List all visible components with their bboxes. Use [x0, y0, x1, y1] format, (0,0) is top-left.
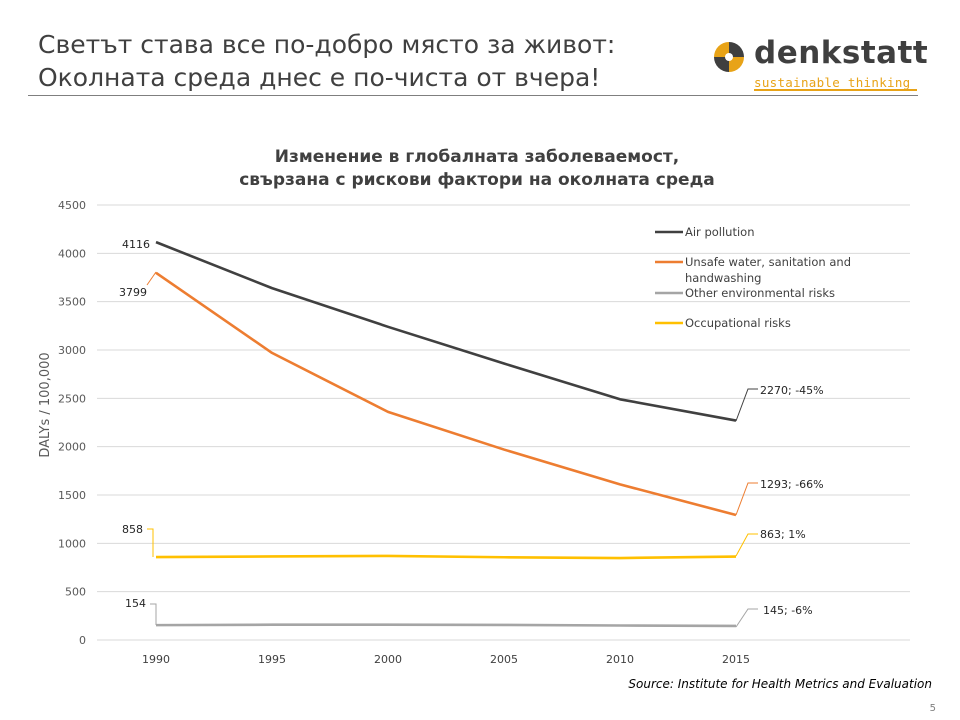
- end-label-other: 145; -6%: [763, 604, 813, 617]
- logo-underline: [754, 89, 917, 91]
- chart-labels: 0 500 1000 1500 2000 2500 3000 3500 4000 4500 1990…: [58, 199, 824, 666]
- end-label-water: 1293; -66%: [760, 478, 824, 491]
- x-tick-label-2005: 2005: [490, 653, 518, 666]
- x-tick-label-2010: 2010: [606, 653, 634, 666]
- end-leader-air: [735, 388, 758, 422]
- y-tick-label-3500: 3500: [58, 296, 86, 309]
- slide-title-line-1: Светът става все по-добро място за живот…: [38, 30, 616, 59]
- y-tick-label-2000: 2000: [58, 441, 86, 454]
- start-label-water: 3799: [119, 286, 147, 299]
- series-line-water: [155, 271, 737, 517]
- end-leader-other: [735, 608, 758, 628]
- x-tick-label-1990: 1990: [142, 653, 170, 666]
- denkstatt-logo-icon: [714, 42, 744, 72]
- start-leader-occupational: [147, 528, 154, 557]
- page-number: 5: [929, 703, 936, 714]
- y-tick-label-1000: 1000: [58, 537, 86, 550]
- y-tick-label-4000: 4000: [58, 247, 86, 260]
- y-tick-label-3000: 3000: [58, 344, 86, 357]
- slide-title: Светът става все по-добро място за живот…: [38, 28, 678, 94]
- chart-gridlines: [97, 204, 910, 641]
- title-divider: [28, 95, 918, 96]
- x-tick-label-2015: 2015: [722, 653, 750, 666]
- y-tick-label-4500: 4500: [58, 199, 86, 212]
- start-label-occupational: 858: [122, 523, 143, 536]
- denkstatt-logo: denkstatt sustainable thinking: [712, 35, 929, 94]
- legend-label-occupational: Occupational risks: [685, 316, 791, 330]
- legend-label-water: Unsafe water, sanitation and handwashing: [685, 255, 851, 285]
- start-leader-water: [146, 271, 157, 286]
- slide-title-line-2: Околната среда днес е по-чиста от вчера!: [38, 63, 601, 92]
- y-tick-label-500: 500: [65, 586, 86, 599]
- start-label-other: 154: [125, 597, 146, 610]
- logo-name: denkstatt: [754, 35, 929, 71]
- end-label-occupational: 863; 1%: [760, 528, 806, 541]
- chart-series: [155, 240, 737, 628]
- chart-title-line-2: свързана с рискови фактори на околната с…: [239, 170, 715, 190]
- legend-label-other: Other environmental risks: [685, 286, 835, 300]
- x-tick-label-2000: 2000: [374, 653, 402, 666]
- end-leader-water: [735, 482, 758, 516]
- source-note: Source: Institute for Health Metrics and…: [628, 677, 932, 691]
- series-line-air: [155, 240, 737, 422]
- y-axis-label: DALYs / 100,000: [38, 352, 53, 457]
- y-tick-label-1500: 1500: [58, 489, 86, 502]
- end-leader-occupational: [735, 533, 758, 557]
- start-label-air: 4116: [122, 238, 150, 251]
- y-tick-label-0: 0: [79, 634, 86, 647]
- legend-label-air: Air pollution: [685, 225, 755, 239]
- x-tick-label-1995: 1995: [258, 653, 286, 666]
- logo-tagline: sustainable thinking: [754, 75, 911, 90]
- y-tick-label-2500: 2500: [58, 392, 86, 405]
- series-line-other: [155, 623, 737, 628]
- chart-title-line-1: Изменение в глобалната заболеваемост,: [275, 147, 679, 167]
- chart-legend: Air pollution Unsafe water, sanitation an…: [655, 225, 851, 330]
- start-leader-other: [150, 603, 157, 625]
- series-line-occupational: [155, 554, 737, 560]
- end-label-air: 2270; -45%: [760, 384, 824, 397]
